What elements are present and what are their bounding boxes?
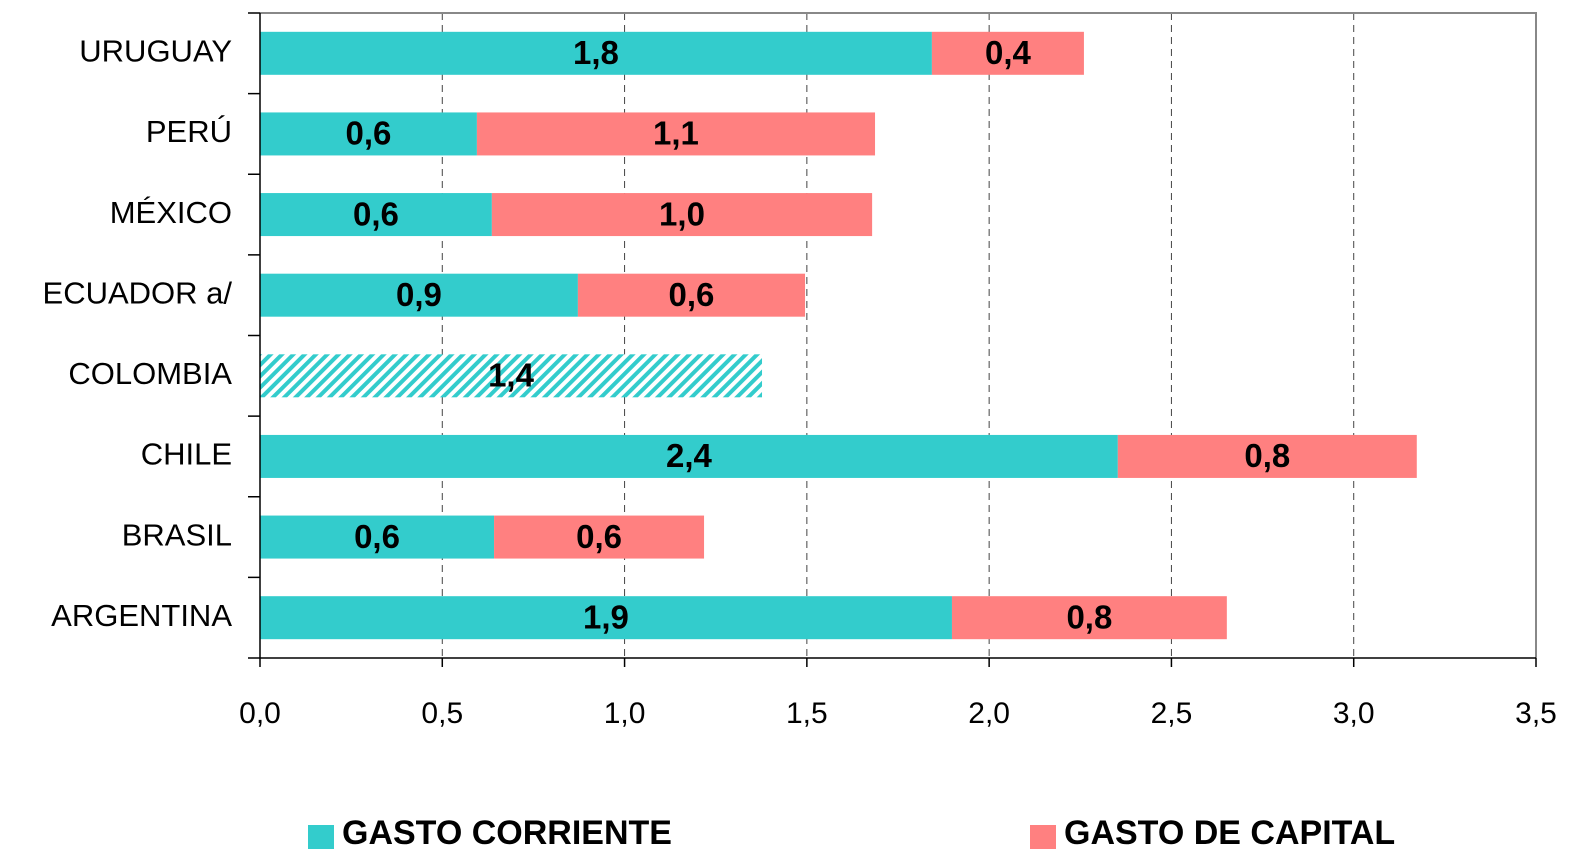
data-label: 0,8 (1066, 598, 1112, 635)
y-tick-label: BRASIL (122, 517, 232, 552)
data-label: 0,6 (353, 195, 399, 232)
x-tick-label: 1,5 (786, 697, 828, 730)
bar-segment (260, 193, 492, 237)
data-label: 1,0 (659, 195, 705, 232)
y-tick-label: CHILE (141, 437, 232, 472)
legend-label: GASTO CORRIENTE (342, 814, 672, 852)
data-label: 0,8 (1244, 437, 1290, 474)
bar-segment (476, 112, 876, 156)
data-label: 1,1 (653, 115, 699, 152)
data-label: 0,6 (576, 518, 622, 555)
y-tick-label: URUGUAY (79, 34, 232, 69)
data-label: 1,8 (573, 34, 619, 71)
bar-segment (1117, 434, 1417, 478)
y-tick-label: MÉXICO (110, 195, 232, 230)
bar-segment (260, 515, 495, 559)
bar-segment (577, 273, 806, 317)
x-tick-label: 0,5 (421, 697, 463, 730)
data-label: 1,9 (583, 598, 629, 635)
bar-segment (931, 31, 1084, 75)
x-tick-label: 3,0 (1333, 697, 1375, 730)
y-tick-label: COLOMBIA (68, 356, 232, 391)
bar-segment (260, 354, 763, 398)
x-tick-label: 1,0 (604, 697, 646, 730)
data-label: 0,6 (354, 518, 400, 555)
data-label: 0,4 (985, 34, 1032, 71)
bar-segment (951, 596, 1227, 640)
bar-segment (260, 434, 1118, 478)
legend-swatch (1030, 825, 1056, 849)
plot-border (260, 12, 1537, 658)
y-tick-label: ECUADOR a/ (43, 275, 233, 310)
bar-segment (260, 273, 578, 317)
bar-segment (260, 112, 477, 156)
data-label: 0,9 (396, 276, 442, 313)
bar-segment (494, 515, 705, 559)
bar-segment (260, 31, 932, 75)
bar-segment (260, 596, 952, 640)
data-label: 1,4 (488, 357, 535, 394)
x-tick-label: 2,0 (968, 697, 1010, 730)
bar-segment (491, 193, 873, 237)
data-label: 0,6 (346, 115, 392, 152)
legend-label: GASTO DE CAPITAL (1064, 814, 1395, 852)
x-tick-label: 3,5 (1515, 697, 1557, 730)
data-label: 0,6 (669, 276, 715, 313)
legend-swatch (308, 825, 334, 849)
data-label: 2,4 (666, 437, 713, 474)
x-tick-label: 2,5 (1151, 697, 1193, 730)
x-tick-label: 0,0 (239, 697, 281, 730)
y-tick-label: PERÚ (146, 114, 232, 149)
y-tick-label: ARGENTINA (51, 598, 232, 633)
